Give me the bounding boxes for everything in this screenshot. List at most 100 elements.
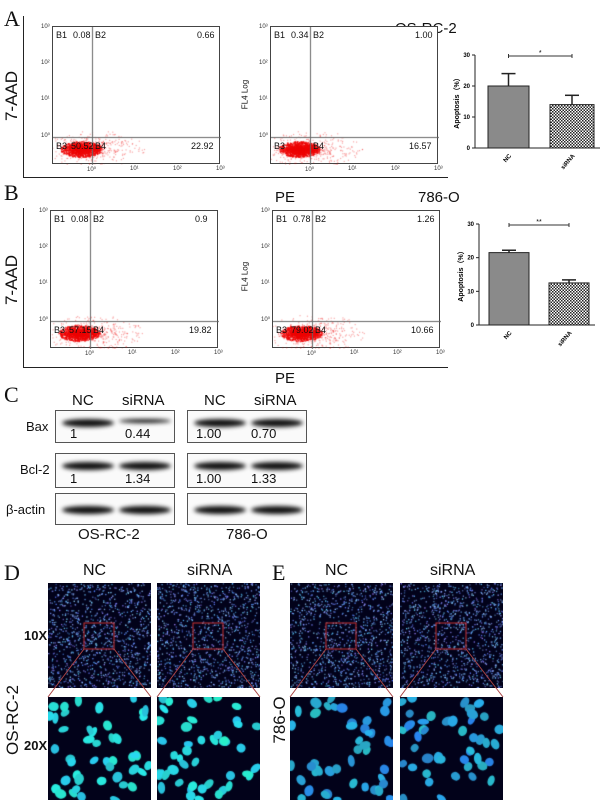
quadrant-value-b4: 10.66 — [411, 325, 434, 335]
significance-marker: * — [539, 50, 542, 57]
condition-label: siRNA — [430, 562, 476, 579]
blot-β-actin — [187, 493, 307, 525]
x-tick-label: 10⁰ — [87, 167, 97, 173]
y-tick-label: 10¹ — [259, 96, 268, 102]
axis-frame — [23, 208, 24, 368]
y-tick-label: 10² — [39, 244, 48, 250]
quadrant-value-b2: 0.66 — [197, 30, 215, 40]
flow-cytometry-plot: B1 B2 B3 B4 0.78 1.26 79.02 10.66 — [272, 210, 441, 349]
bar-nc — [488, 252, 530, 326]
y-tick-label: 10⁰ — [259, 133, 269, 139]
panel-label-a: A — [4, 6, 20, 31]
x-tick-label: 10⁰ — [305, 167, 315, 173]
quadrant-name: B3 — [276, 325, 288, 335]
microscopy-image-20x — [157, 697, 260, 800]
y-tick-label: 10³ — [259, 24, 268, 30]
scatter-dots — [53, 27, 221, 165]
zoom-connector — [156, 648, 194, 698]
microscopy-image-20x — [290, 697, 393, 800]
protein-label: Bcl-2 — [20, 462, 50, 477]
quadrant-name: B2 — [315, 214, 327, 224]
quadrant-name: B4 — [315, 325, 327, 335]
protein-band — [119, 419, 171, 423]
x-tick-label: 10¹ — [130, 166, 139, 172]
blot-bax: 1 0.44 — [55, 410, 175, 443]
y-tick-label: 0 — [471, 323, 475, 329]
panel-label-c: C — [4, 382, 19, 407]
quadrant-value-b3: 79.02 — [291, 325, 314, 335]
zoom-connector — [399, 648, 437, 698]
panel-label-b: B — [4, 180, 19, 205]
quadrant-name: B1 — [274, 30, 286, 40]
magnification-label: 10X — [24, 628, 48, 643]
lane-label-sirna: siRNA — [122, 392, 165, 409]
y-tick-label: 20 — [463, 84, 470, 90]
band-quantification: 1.00 — [196, 426, 222, 441]
x-tick-label: 10³ — [434, 166, 443, 172]
y-tick-label: 10³ — [41, 24, 50, 30]
band-quantification: 0.70 — [251, 426, 277, 441]
y-tick-label: 10² — [261, 244, 270, 250]
y-tick-label: 10² — [259, 60, 268, 66]
x-tick-label: 10¹ — [348, 166, 357, 172]
x-tick-label: 10³ — [436, 350, 445, 356]
quadrant-name: B4 — [313, 141, 325, 151]
quadrant-value-b2: 0.9 — [195, 214, 208, 224]
quadrant-name: B1 — [276, 214, 288, 224]
scatter-dots — [271, 27, 439, 165]
protein-band — [119, 506, 171, 514]
y-tick-label: 10² — [41, 60, 50, 66]
magnification-label: 20X — [24, 738, 48, 753]
y-axis-label: Apoptosis（%） — [453, 74, 461, 128]
protein-band — [62, 506, 114, 514]
condition-label: siRNA — [187, 562, 233, 579]
blot-bax: 1.00 0.70 — [187, 410, 307, 443]
microscopy-image-10x — [290, 583, 393, 688]
quadrant-value-b3: 57.15 — [69, 325, 92, 335]
condition-label: NC — [83, 562, 107, 579]
panel-label-e: E — [272, 560, 286, 585]
x-tick-label: 10¹ — [350, 350, 359, 356]
cell-line-title-b: 786-O — [418, 189, 460, 206]
microscopy-image-10x — [400, 583, 503, 688]
blot-cell-line: 786-O — [226, 526, 268, 543]
blot-cell-line: OS-RC-2 — [78, 526, 140, 543]
quadrant-name: B4 — [95, 141, 107, 151]
bar-sirna — [548, 282, 590, 326]
band-quantification: 0.44 — [125, 426, 151, 441]
protein-band — [251, 462, 303, 470]
y-tick-label: 10¹ — [261, 280, 270, 286]
protein-band — [251, 419, 303, 427]
band-quantification: 1 — [70, 426, 78, 441]
y-tick-label: 10 — [467, 289, 474, 295]
x-axis-label: PE — [275, 370, 296, 387]
quadrant-name: B1 — [56, 30, 68, 40]
quadrant-value-b4: 16.57 — [409, 141, 432, 151]
band-quantification: 1 — [70, 471, 78, 486]
blot-β-actin — [55, 493, 175, 525]
lane-label-nc: NC — [204, 392, 226, 409]
quadrant-value-b3: 50.52 — [71, 141, 94, 151]
quadrant-name: B1 — [54, 214, 66, 224]
condition-label: NC — [325, 562, 349, 579]
protein-band — [194, 462, 246, 470]
y-tick-label: 10³ — [39, 208, 48, 214]
quadrant-name: B3 — [56, 141, 68, 151]
zoom-connector — [47, 648, 85, 698]
blot-bcl-2: 1.00 1.33 — [187, 453, 307, 488]
quadrant-value-b1: 0.08 — [73, 30, 91, 40]
y-tick-label: 30 — [463, 53, 470, 59]
quadrant-value-b1: 0.08 — [71, 214, 89, 224]
zoom-connector — [113, 648, 152, 698]
zoom-connector — [355, 648, 394, 698]
scatter-dots — [273, 211, 441, 349]
quadrant-name: B4 — [93, 325, 105, 335]
protein-band — [194, 419, 246, 427]
blot-bcl-2: 1 1.34 — [55, 453, 175, 488]
zoom-connector — [289, 648, 327, 698]
y-axis-label: Apoptosis（%） — [457, 247, 465, 301]
band-quantification: 1.00 — [196, 471, 222, 486]
y-tick-label: 0 — [467, 146, 471, 152]
